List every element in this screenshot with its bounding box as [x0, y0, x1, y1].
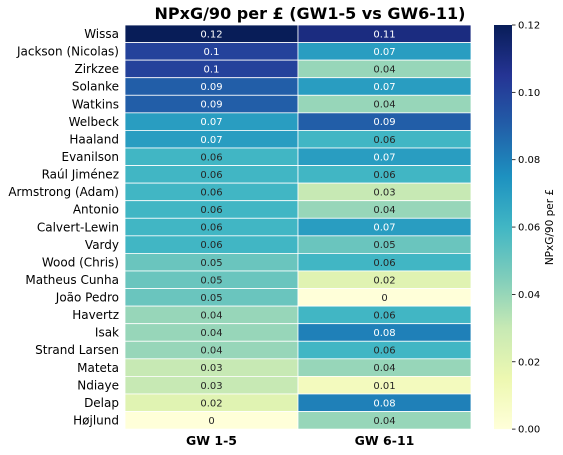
row-label: Wood (Chris)	[42, 255, 119, 269]
cell-value-label: 0.05	[373, 240, 395, 251]
row-label: Vardy	[85, 238, 119, 252]
cell-value-label: 0.04	[373, 205, 395, 216]
cell-value-label: 0.07	[373, 82, 395, 93]
colorbar-tick-label: 0.00	[518, 425, 540, 436]
row-label: Højlund	[73, 414, 119, 428]
cell-value-label: 0.03	[373, 188, 395, 199]
column-label: GW 1-5	[186, 433, 237, 448]
cell-value-label: 0.01	[373, 381, 395, 392]
cell-value-label: 0.06	[200, 170, 222, 181]
column-label: GW 6-11	[355, 433, 415, 448]
row-label: Calvert-Lewin	[37, 220, 119, 234]
cell-value-label: 0.09	[200, 82, 222, 93]
row-label: Matheus Cunha	[25, 273, 119, 287]
row-label: Antonio	[73, 203, 119, 217]
cell-value-label: 0.04	[373, 100, 395, 111]
cell-value-label: 0.06	[200, 205, 222, 216]
colorbar-label: NPxG/90 per £	[544, 189, 556, 265]
row-label: Strand Larsen	[35, 343, 119, 357]
cell-value-label: 0.06	[200, 188, 222, 199]
cell-value-label: 0.05	[200, 293, 222, 304]
cell-value-label: 0.06	[373, 170, 395, 181]
cell-value-label: 0.08	[373, 328, 395, 339]
cell-value-label: 0.06	[200, 152, 222, 163]
chart-title: NPxG/90 per £ (GW1-5 vs GW6-11)	[155, 4, 466, 23]
cell-value-label: 0.05	[200, 275, 222, 286]
cell-value-label: 0.06	[373, 258, 395, 269]
row-label: João Pedro	[55, 291, 119, 305]
row-label: Isak	[95, 326, 119, 340]
colorbar-tick-label: 0.04	[518, 290, 540, 301]
colorbar: 0.00 0.02 0.04 0.06 0.08 0.10 0.12 NPxG/90 per …	[494, 21, 556, 436]
cell-value-label: 0	[208, 416, 214, 427]
cell-value-label: 0.1	[204, 65, 220, 76]
row-label: Havertz	[72, 308, 119, 322]
cell-value-label: 0.04	[373, 416, 395, 427]
cell-value-label: 0.1	[204, 47, 220, 58]
cell-value-label: 0.09	[200, 100, 222, 111]
cell-value-label: 0.04	[373, 363, 395, 374]
cell-value-label: 0.06	[373, 135, 395, 146]
colorbar-tick-label: 0.02	[518, 357, 540, 368]
row-label: Wissa	[84, 27, 119, 41]
cell-value-label: 0.07	[373, 47, 395, 58]
row-label: Raúl Jiménez	[42, 168, 119, 182]
colorbar-tick-label: 0.12	[518, 21, 540, 32]
row-label: Welbeck	[69, 115, 119, 129]
colorbar-tick-label: 0.10	[518, 88, 540, 99]
cell-value-label: 0.03	[200, 381, 222, 392]
cell-value-label: 0.03	[200, 363, 222, 374]
cell-value-label: 0.02	[373, 275, 395, 286]
cell-value-label: 0.06	[200, 223, 222, 234]
row-labels: Wissa Jackson (Nicolas) Zirkzee Solanke Watk…	[8, 27, 119, 428]
cell-value-label: 0.06	[373, 311, 395, 322]
cell-value-label: 0.09	[373, 117, 395, 128]
cell-value-label: 0.06	[200, 240, 222, 251]
row-label: Jackson (Nicolas)	[16, 45, 119, 59]
cell-value-label: 0	[381, 293, 387, 304]
cell-value-label: 0.04	[200, 346, 222, 357]
cell-value-label: 0.12	[200, 29, 222, 40]
cell-value-label: 0.06	[373, 346, 395, 357]
row-label: Ndiaye	[77, 378, 119, 392]
row-label: Delap	[84, 396, 119, 410]
heatmap-cells: 0.12 0.11 0.1 0.07 0.1 0.04 0.09 0.07 0.09 0.04 0.…	[124, 24, 472, 430]
cell-value-label: 0.04	[200, 311, 222, 322]
cell-value-label: 0.02	[200, 398, 222, 409]
row-label: Mateta	[77, 361, 119, 375]
cell-value-label: 0.05	[200, 258, 222, 269]
cell-value-label: 0.08	[373, 398, 395, 409]
row-label: Evanilson	[61, 150, 119, 164]
cell-value-label: 0.07	[373, 152, 395, 163]
row-label: Armstrong (Adam)	[8, 185, 119, 199]
colorbar-tick-label: 0.08	[518, 155, 540, 166]
cell-value-label: 0.04	[373, 65, 395, 76]
cell-value-label: 0.07	[200, 117, 222, 128]
row-label: Solanke	[72, 80, 119, 94]
cell-value-label: 0.07	[200, 135, 222, 146]
colorbar-gradient	[494, 25, 512, 430]
cell-value-label: 0.11	[373, 29, 395, 40]
row-label: Watkins	[72, 97, 119, 111]
row-label: Haaland	[69, 132, 119, 146]
cell-value-label: 0.04	[200, 328, 222, 339]
cell-value-label: 0.07	[373, 223, 395, 234]
row-label: Zirkzee	[74, 62, 119, 76]
heatmap-cell	[297, 411, 472, 430]
colorbar-tick-label: 0.06	[518, 223, 540, 234]
column-labels: GW 1-5 GW 6-11	[186, 433, 414, 448]
